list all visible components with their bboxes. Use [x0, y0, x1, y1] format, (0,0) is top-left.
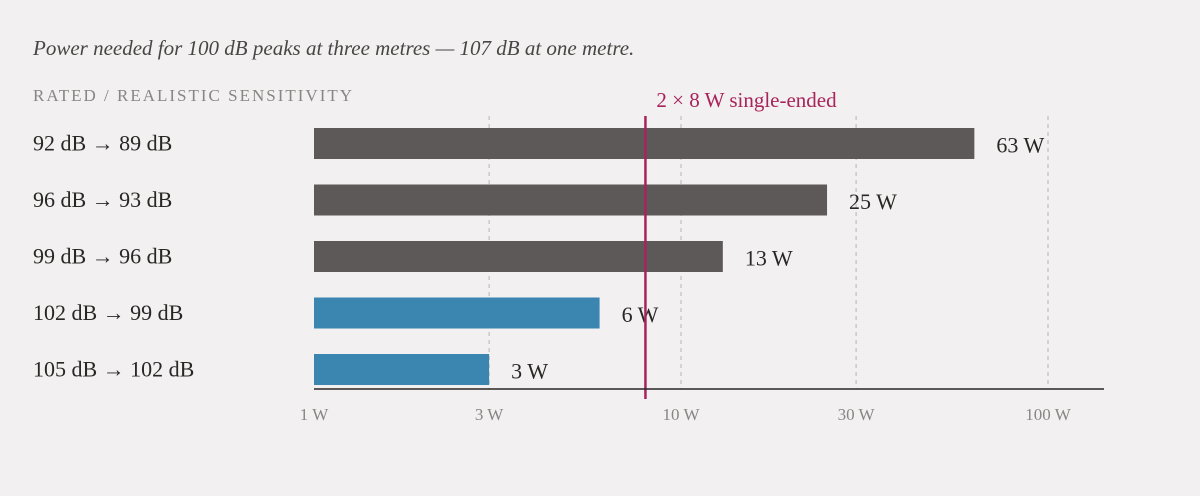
category-label-0: 92 dB → 89 dB	[33, 131, 172, 156]
chart-subtitle: Power needed for 100 dB peaks at three m…	[33, 36, 635, 60]
value-label-2: 13 W	[745, 246, 793, 271]
value-label-3: 6 W	[622, 302, 659, 327]
value-label-1: 25 W	[849, 189, 897, 214]
bar-3	[314, 297, 600, 329]
x-tick-label-2: 10 W	[663, 405, 701, 424]
value-label-4: 3 W	[511, 359, 548, 384]
category-label-1: 96 dB → 93 dB	[33, 187, 172, 212]
x-tick-label-4: 100 W	[1025, 405, 1071, 424]
bar-2	[314, 241, 723, 272]
x-tick-label-1: 3 W	[475, 405, 504, 424]
value-label-0: 63 W	[996, 133, 1044, 158]
y-axis-heading: RATED / REALISTIC SENSITIVITY	[33, 86, 355, 105]
bar-1	[314, 184, 828, 216]
reference-line-label: 2 × 8 W single-ended	[656, 88, 837, 112]
bar-4	[314, 354, 490, 385]
category-label-3: 102 dB → 99 dB	[33, 300, 183, 325]
category-label-4: 105 dB → 102 dB	[33, 357, 194, 382]
x-tick-label-0: 1 W	[300, 405, 329, 424]
category-label-2: 99 dB → 96 dB	[33, 244, 172, 269]
bar-0	[314, 128, 975, 159]
x-tick-label-3: 30 W	[838, 405, 876, 424]
